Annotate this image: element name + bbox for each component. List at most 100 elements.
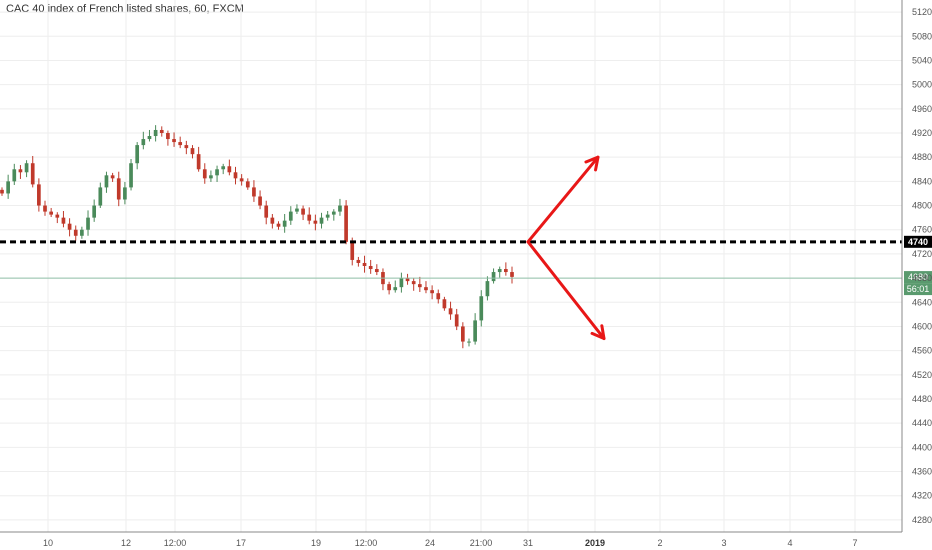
y-tick-label: 4560 bbox=[912, 346, 932, 356]
candle-body bbox=[288, 211, 293, 221]
candle-body bbox=[270, 217, 275, 224]
candle-body bbox=[454, 314, 459, 327]
y-tick-label: 4880 bbox=[912, 152, 932, 162]
x-tick-label: 4 bbox=[787, 538, 792, 548]
candle-body bbox=[30, 163, 35, 185]
x-tick-label: 12 bbox=[121, 538, 131, 548]
arrow-up-head bbox=[584, 155, 600, 172]
countdown-badge bbox=[904, 283, 932, 296]
candle-body bbox=[442, 299, 447, 309]
candle-body bbox=[43, 205, 47, 212]
bar-countdown-label: 56:01 bbox=[907, 284, 930, 294]
x-tick-label: 24 bbox=[425, 538, 435, 548]
candle-body bbox=[319, 217, 324, 224]
grid-lines bbox=[0, 0, 902, 532]
arrow-up-shaft[interactable] bbox=[526, 155, 600, 244]
y-tick-label: 4960 bbox=[912, 104, 932, 114]
candle-body bbox=[6, 181, 10, 194]
candle-body bbox=[196, 154, 201, 170]
x-tick-label: 12:00 bbox=[164, 538, 187, 548]
candle-body bbox=[448, 308, 453, 315]
candle-body bbox=[215, 169, 219, 176]
candle-body bbox=[116, 178, 121, 200]
candle-body bbox=[479, 296, 484, 321]
y-tick-label: 4400 bbox=[912, 442, 932, 452]
candle-body bbox=[166, 133, 170, 140]
candle-body bbox=[338, 205, 342, 212]
arrow-down-head bbox=[590, 324, 606, 341]
candle-body bbox=[313, 220, 318, 224]
time-axis[interactable]: 10 12 12:00 17 19 12:00 24 21:00 31 2019 2 3 4 7 bbox=[0, 531, 902, 548]
candle-body bbox=[331, 211, 336, 215]
candle-body bbox=[461, 326, 465, 342]
y-tick-label: 4280 bbox=[912, 515, 932, 525]
price-axis[interactable]: 5120 5080 5040 5000 4960 4920 4880 4840 4800 4760… bbox=[901, 0, 932, 532]
candle-body bbox=[172, 139, 176, 143]
y-tick-label: 4600 bbox=[912, 321, 932, 331]
candle-body bbox=[252, 187, 256, 197]
candle-body bbox=[399, 278, 404, 288]
candle-body bbox=[239, 178, 244, 182]
level-badge bbox=[904, 235, 932, 248]
x-tick-label: 31 bbox=[523, 538, 533, 548]
y-tick-label: 4640 bbox=[912, 297, 932, 307]
candle-body bbox=[67, 223, 72, 230]
candle-body bbox=[473, 320, 477, 342]
candle-body bbox=[98, 187, 103, 206]
candle-body bbox=[135, 145, 140, 164]
candle-body bbox=[325, 214, 330, 218]
candle-body bbox=[104, 175, 109, 188]
y-tick-label: 4680 bbox=[912, 273, 932, 283]
y-tick-label: 5080 bbox=[912, 31, 932, 41]
candle-body bbox=[49, 211, 53, 215]
candle-body bbox=[485, 281, 490, 297]
candle-body bbox=[295, 208, 299, 212]
candle-body bbox=[123, 187, 127, 200]
candle-body bbox=[227, 166, 232, 173]
candle-body bbox=[12, 169, 17, 182]
candle-body bbox=[374, 269, 379, 273]
y-tick-label: 4320 bbox=[912, 491, 932, 501]
current-price-label: 4680 bbox=[908, 272, 928, 282]
x-tick-label: 17 bbox=[236, 538, 246, 548]
arrow-down-shaft[interactable] bbox=[526, 240, 606, 341]
candle-body bbox=[86, 217, 90, 230]
y-tick-label: 5120 bbox=[912, 7, 932, 17]
candle-body bbox=[307, 214, 312, 221]
candle-body bbox=[110, 175, 115, 179]
candle-body bbox=[504, 269, 508, 273]
candle-body bbox=[141, 139, 146, 146]
candle-body bbox=[80, 229, 84, 236]
candle-body bbox=[18, 169, 23, 173]
y-tick-label: 4520 bbox=[912, 370, 932, 380]
y-tick-label: 4360 bbox=[912, 467, 932, 477]
y-tick-label: 4760 bbox=[912, 225, 932, 235]
candle-body bbox=[411, 281, 416, 285]
candle-body bbox=[301, 208, 305, 215]
candle-body bbox=[356, 259, 361, 263]
candle-body bbox=[221, 166, 226, 170]
candle-body bbox=[202, 169, 207, 179]
candle-body bbox=[159, 129, 164, 133]
candle-body bbox=[491, 272, 496, 282]
y-tick-label: 4840 bbox=[912, 176, 932, 186]
candle-body bbox=[0, 189, 4, 194]
candle-body bbox=[184, 145, 189, 149]
x-tick-label: 2 bbox=[657, 538, 662, 548]
candle-body bbox=[350, 241, 355, 260]
candle-body bbox=[233, 172, 238, 179]
x-tick-label: 19 bbox=[311, 538, 321, 548]
y-tick-label: 4800 bbox=[912, 201, 932, 211]
y-tick-label: 5000 bbox=[912, 80, 932, 90]
candle-body bbox=[344, 205, 348, 242]
candle-body bbox=[73, 229, 78, 236]
current-price-badge bbox=[904, 271, 932, 284]
y-tick-label: 4440 bbox=[912, 418, 932, 428]
candle-body bbox=[209, 175, 213, 179]
candle-body bbox=[92, 205, 97, 218]
candle-body bbox=[510, 272, 514, 277]
candle-body bbox=[417, 284, 422, 288]
y-tick-label: 4480 bbox=[912, 394, 932, 404]
candle-body bbox=[55, 214, 60, 218]
